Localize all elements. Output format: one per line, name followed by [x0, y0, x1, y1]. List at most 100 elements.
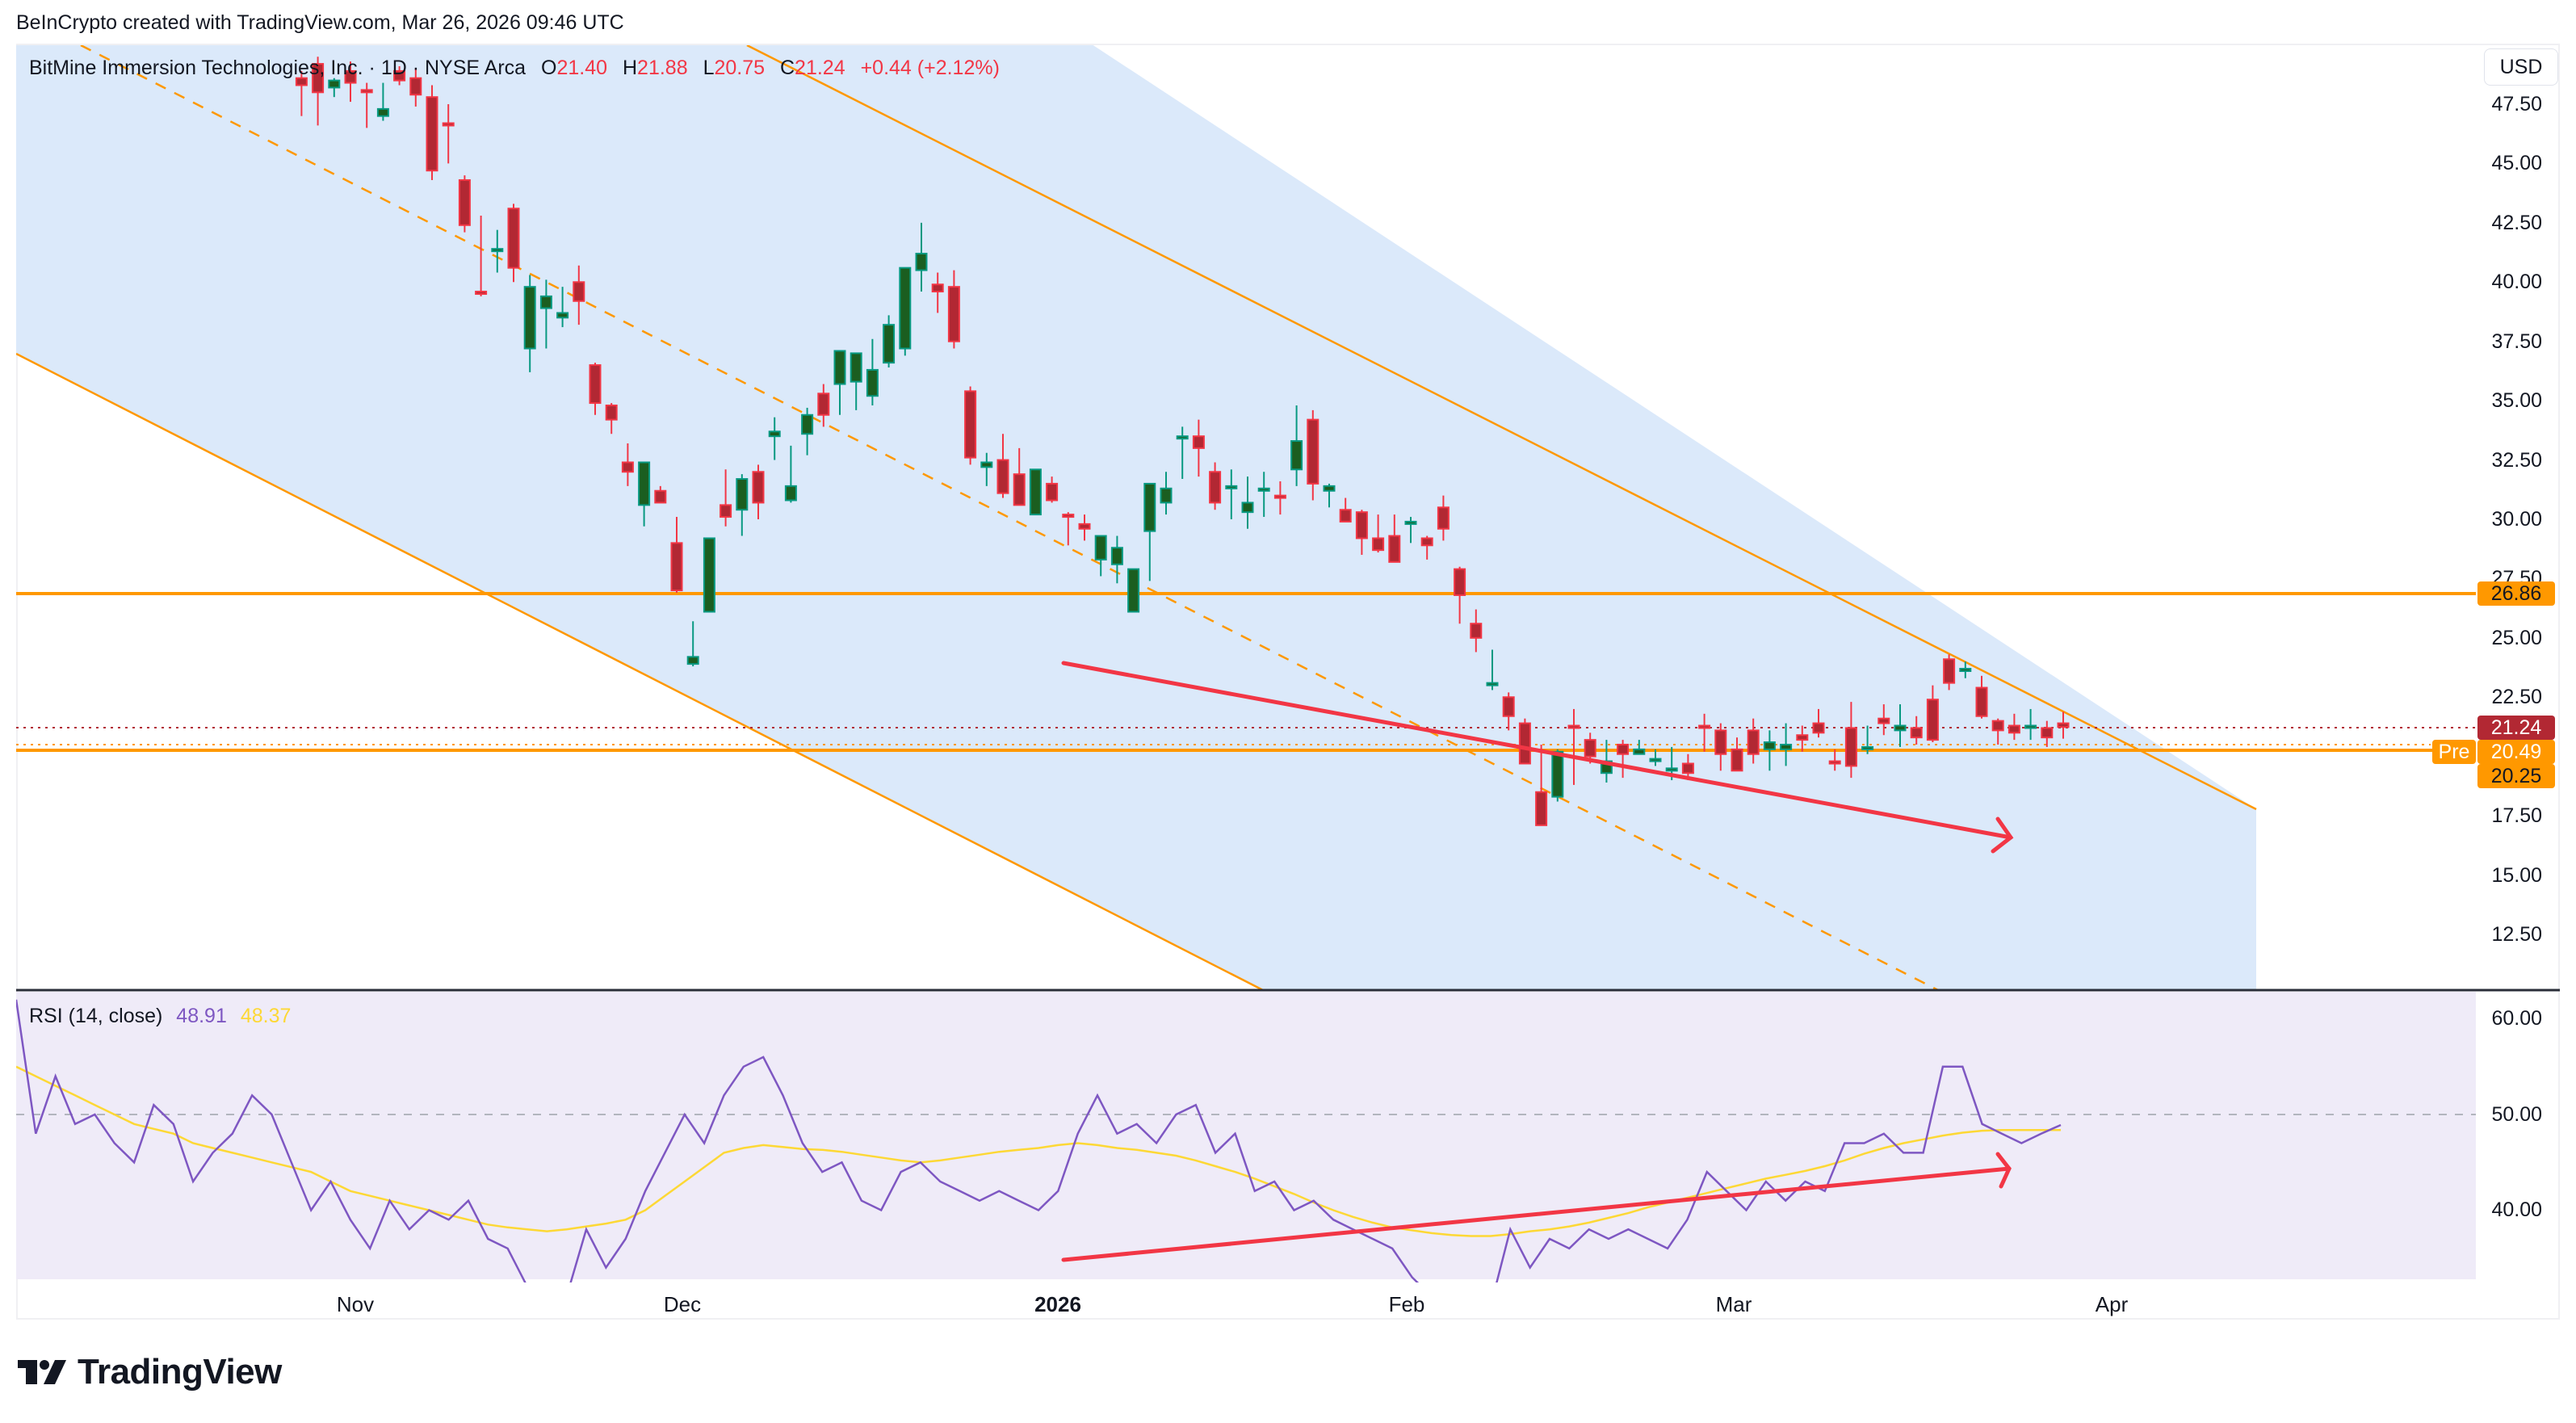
candle — [621, 461, 634, 473]
price-tick: 17.50 — [2491, 804, 2542, 828]
candle — [1225, 485, 1238, 489]
low-value: 20.75 — [714, 57, 766, 79]
candle — [1323, 485, 1336, 492]
resistance-price-tag: 26.86 — [2477, 581, 2555, 606]
candle — [328, 79, 341, 89]
candle — [1143, 482, 1156, 532]
candle — [1290, 440, 1303, 471]
chart-credit: BeInCrypto created with TradingView.com,… — [16, 11, 624, 34]
candle — [1307, 418, 1319, 485]
price-tick: 30.00 — [2491, 507, 2542, 531]
candle — [1486, 682, 1499, 686]
candle — [801, 413, 814, 435]
chart-frame — [16, 44, 2560, 1320]
candle — [1209, 471, 1222, 504]
last-price-tag: 21.24 — [2477, 716, 2555, 740]
candle — [638, 461, 651, 506]
candle — [1110, 547, 1123, 565]
candle — [1959, 668, 1972, 673]
candle — [1454, 568, 1466, 596]
rsi-label[interactable]: RSI (14, close) — [29, 1005, 163, 1027]
candle — [1127, 568, 1140, 613]
candle — [720, 504, 732, 518]
premarket-price-tag: 20.49 — [2477, 740, 2555, 764]
candle — [1796, 734, 1809, 741]
candle — [442, 122, 455, 127]
candle — [1078, 523, 1091, 530]
candle — [1991, 720, 2004, 732]
candle — [1355, 511, 1368, 539]
rsi-value: 48.91 — [176, 1005, 227, 1027]
candle — [996, 459, 1009, 494]
candle — [491, 248, 504, 253]
price-tick: 37.50 — [2491, 330, 2542, 353]
high-value: 21.88 — [637, 57, 688, 79]
rsi-pane — [16, 992, 2476, 1282]
candle — [589, 364, 602, 405]
candle — [1975, 686, 1988, 717]
candle — [850, 352, 862, 383]
candle — [360, 89, 373, 94]
rsi-tick-40: 40.00 — [2491, 1198, 2542, 1221]
rsi-tick-60: 60.00 — [2491, 1007, 2542, 1030]
price-tick: 42.50 — [2491, 211, 2542, 234]
candle — [1160, 487, 1173, 504]
close-value: 21.24 — [795, 57, 845, 79]
candle — [1894, 724, 1907, 732]
tradingview-logo-icon — [18, 1360, 66, 1384]
candle — [1062, 514, 1075, 518]
candle — [1943, 658, 1956, 684]
candle — [1812, 722, 1825, 734]
rsi-ma-line — [16, 1065, 2061, 1237]
candle — [376, 107, 389, 117]
candle — [458, 178, 471, 226]
time-label: Dec — [663, 1292, 702, 1316]
candle — [899, 267, 912, 350]
candle — [1339, 509, 1352, 523]
candle — [344, 69, 357, 84]
candle — [1404, 520, 1417, 525]
candle — [1877, 717, 1890, 724]
candle — [507, 208, 520, 269]
candle — [817, 392, 830, 416]
candle — [670, 542, 683, 592]
symbol-name[interactable]: BitMine Immersion Technologies, Inc. · 1… — [29, 57, 527, 79]
candle — [2024, 724, 2037, 729]
candle — [1518, 722, 1531, 765]
price-tick: 15.00 — [2491, 863, 2542, 887]
candle — [1176, 435, 1189, 440]
candle — [1681, 762, 1694, 774]
price-tick: 25.00 — [2491, 626, 2542, 649]
candle — [1241, 502, 1254, 514]
candle — [964, 390, 977, 459]
channel-lower-line — [16, 352, 1264, 990]
rsi-tick-50: 50.00 — [2491, 1103, 2542, 1126]
candle — [1844, 727, 1857, 767]
candle — [409, 77, 422, 96]
rsi-line — [16, 999, 2062, 1282]
candle — [1780, 743, 1793, 750]
price-tick: 22.50 — [2491, 686, 2542, 709]
candle — [1013, 473, 1026, 506]
candle — [539, 295, 552, 309]
candle — [1094, 535, 1107, 560]
candle — [1649, 758, 1662, 762]
candle — [1502, 696, 1515, 717]
candle — [703, 537, 715, 613]
currency-button[interactable]: USD — [2484, 48, 2558, 86]
candle — [947, 286, 960, 342]
candle — [1388, 535, 1401, 563]
candle — [1551, 750, 1564, 798]
candle — [1273, 494, 1286, 499]
candle — [2057, 722, 2070, 728]
candle — [393, 69, 406, 82]
candle — [1747, 729, 1760, 755]
time-label: Apr — [2095, 1292, 2129, 1316]
candle — [752, 471, 765, 504]
candle — [866, 368, 879, 397]
candle — [556, 312, 569, 319]
close-label: C — [779, 57, 795, 79]
candle — [523, 286, 536, 350]
candle — [312, 63, 325, 94]
